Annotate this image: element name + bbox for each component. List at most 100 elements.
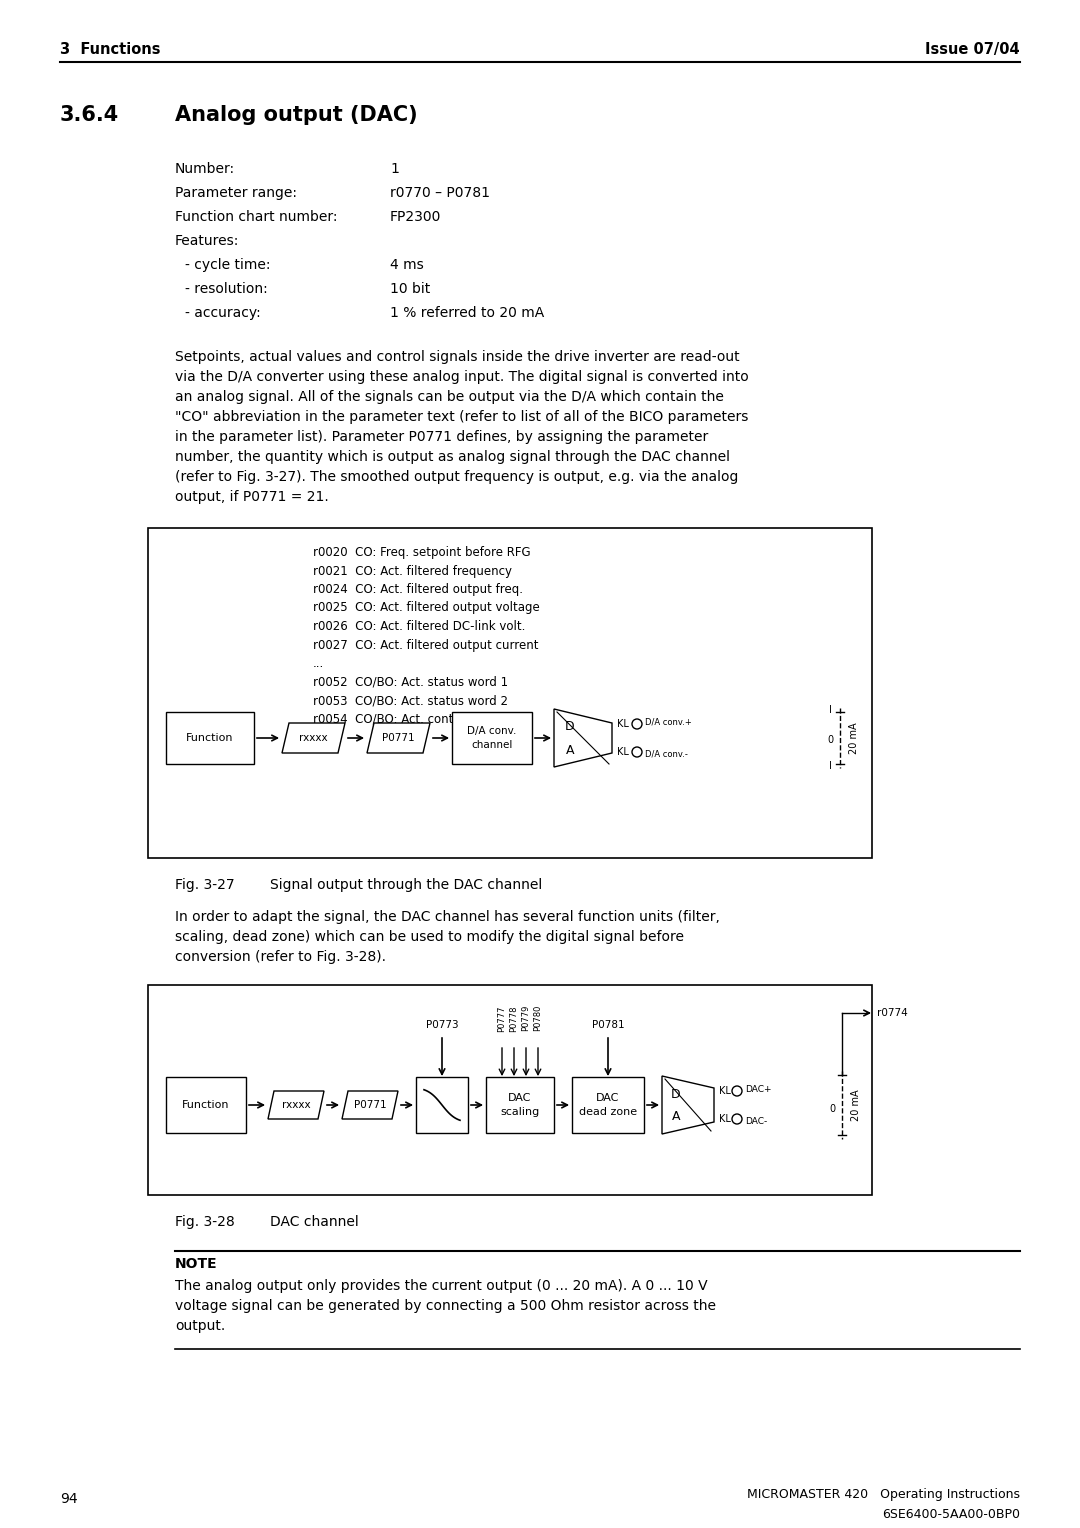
Text: (refer to Fig. 3-27). The smoothed output frequency is output, e.g. via the anal: (refer to Fig. 3-27). The smoothed outpu… [175, 471, 739, 484]
Text: P0781: P0781 [592, 1021, 624, 1030]
Text: conversion (refer to Fig. 3-28).: conversion (refer to Fig. 3-28). [175, 950, 386, 964]
Text: I: I [828, 761, 832, 772]
Text: 20 mA: 20 mA [851, 1089, 861, 1122]
Text: r0020  CO: Freq. setpoint before RFG: r0020 CO: Freq. setpoint before RFG [313, 545, 530, 559]
Text: voltage signal can be generated by connecting a 500 Ohm resistor across the: voltage signal can be generated by conne… [175, 1299, 716, 1313]
Text: 6SE6400-5AA00-0BP0: 6SE6400-5AA00-0BP0 [882, 1508, 1020, 1520]
Text: 0: 0 [827, 735, 833, 746]
Text: r0025  CO: Act. filtered output voltage: r0025 CO: Act. filtered output voltage [313, 602, 540, 614]
Polygon shape [268, 1091, 324, 1118]
Text: 20 mA: 20 mA [849, 723, 859, 753]
Text: Setpoints, actual values and control signals inside the drive inverter are read-: Setpoints, actual values and control sig… [175, 350, 740, 364]
Text: - resolution:: - resolution: [185, 283, 268, 296]
Polygon shape [554, 709, 612, 767]
Text: D: D [671, 1088, 680, 1100]
Circle shape [732, 1114, 742, 1125]
Text: ...: ... [313, 657, 324, 669]
Text: 94: 94 [60, 1491, 78, 1507]
Text: r0021  CO: Act. filtered frequency: r0021 CO: Act. filtered frequency [313, 564, 512, 578]
Bar [166, 712, 254, 764]
Text: - accuracy:: - accuracy: [185, 306, 260, 319]
Text: "CO" abbreviation in the parameter text (refer to list of all of the BICO parame: "CO" abbreviation in the parameter text … [175, 410, 748, 423]
Text: DAC
scaling: DAC scaling [500, 1094, 540, 1117]
Bar [486, 1077, 554, 1132]
Text: P0773: P0773 [426, 1021, 458, 1030]
Text: rxxxx: rxxxx [282, 1100, 310, 1109]
Text: in the parameter list). Parameter P0771 defines, by assigning the parameter: in the parameter list). Parameter P0771 … [175, 429, 708, 445]
Text: r0024  CO: Act. filtered output freq.: r0024 CO: Act. filtered output freq. [313, 584, 523, 596]
Text: Function: Function [183, 1100, 230, 1109]
Text: A: A [672, 1109, 680, 1123]
Text: 0: 0 [829, 1105, 835, 1114]
Bar [572, 1077, 644, 1132]
Text: MICROMASTER 420   Operating Instructions: MICROMASTER 420 Operating Instructions [747, 1488, 1020, 1500]
Bar [166, 1077, 246, 1132]
Text: The analog output only provides the current output (0 ... 20 mA). A 0 ... 10 V: The analog output only provides the curr… [175, 1279, 707, 1293]
Text: r0026  CO: Act. filtered DC-link volt.: r0026 CO: Act. filtered DC-link volt. [313, 620, 525, 633]
Text: DAC channel: DAC channel [270, 1215, 359, 1229]
Text: r0770 – P0781: r0770 – P0781 [390, 186, 490, 200]
Bar [148, 529, 872, 859]
Text: A: A [566, 744, 575, 756]
Circle shape [632, 747, 642, 756]
Text: Number:: Number: [175, 162, 235, 176]
Text: Function chart number:: Function chart number: [175, 209, 337, 225]
Text: Analog output (DAC): Analog output (DAC) [175, 105, 418, 125]
Text: KL: KL [719, 1086, 731, 1096]
Text: number, the quantity which is output as analog signal through the DAC channel: number, the quantity which is output as … [175, 451, 730, 465]
Text: P0779: P0779 [522, 1005, 530, 1031]
Text: r0053  CO/BO: Act. status word 2: r0053 CO/BO: Act. status word 2 [313, 694, 508, 707]
Circle shape [632, 720, 642, 729]
Text: D/A conv.+: D/A conv.+ [645, 718, 692, 726]
Text: 1: 1 [390, 162, 399, 176]
Text: Fig. 3-28: Fig. 3-28 [175, 1215, 234, 1229]
Text: P0771: P0771 [382, 733, 415, 743]
Text: - cycle time:: - cycle time: [185, 258, 270, 272]
Text: 3.6.4: 3.6.4 [60, 105, 119, 125]
Polygon shape [282, 723, 345, 753]
Circle shape [732, 1086, 742, 1096]
Text: D: D [565, 720, 575, 732]
Text: FP2300: FP2300 [390, 209, 442, 225]
Text: P0777: P0777 [498, 1005, 507, 1031]
Text: KL: KL [617, 720, 629, 729]
Text: 1 % referred to 20 mA: 1 % referred to 20 mA [390, 306, 544, 319]
Text: NOTE: NOTE [175, 1258, 218, 1271]
Text: output, if P0771 = 21.: output, if P0771 = 21. [175, 490, 328, 504]
Text: 10 bit: 10 bit [390, 283, 430, 296]
Text: via the D/A converter using these analog input. The digital signal is converted : via the D/A converter using these analog… [175, 370, 748, 384]
Text: rxxxx: rxxxx [299, 733, 328, 743]
Text: 4 ms: 4 ms [390, 258, 423, 272]
Text: DAC
dead zone: DAC dead zone [579, 1094, 637, 1117]
Text: P0780: P0780 [534, 1005, 542, 1031]
Text: DAC-: DAC- [745, 1117, 767, 1126]
Text: D/A conv.-: D/A conv.- [645, 750, 688, 758]
Bar [453, 712, 532, 764]
Text: In order to adapt the signal, the DAC channel has several function units (filter: In order to adapt the signal, the DAC ch… [175, 911, 720, 924]
Text: r0052  CO/BO: Act. status word 1: r0052 CO/BO: Act. status word 1 [313, 675, 508, 689]
Text: scaling, dead zone) which can be used to modify the digital signal before: scaling, dead zone) which can be used to… [175, 931, 684, 944]
Text: Signal output through the DAC channel: Signal output through the DAC channel [270, 879, 542, 892]
Bar [148, 986, 872, 1195]
Text: P0771: P0771 [353, 1100, 387, 1109]
Text: Function: Function [186, 733, 233, 743]
Polygon shape [662, 1076, 714, 1134]
Text: Fig. 3-27: Fig. 3-27 [175, 879, 234, 892]
Polygon shape [342, 1091, 399, 1118]
Text: Issue 07/04: Issue 07/04 [926, 41, 1020, 57]
Text: DAC+: DAC+ [745, 1085, 771, 1094]
Text: I: I [828, 704, 832, 715]
Text: P0778: P0778 [510, 1005, 518, 1031]
Text: 3  Functions: 3 Functions [60, 41, 161, 57]
Text: r0774: r0774 [877, 1008, 908, 1018]
Bar [416, 1077, 468, 1132]
Text: Parameter range:: Parameter range: [175, 186, 297, 200]
Text: output.: output. [175, 1319, 226, 1332]
Polygon shape [367, 723, 430, 753]
Text: D/A conv.
channel: D/A conv. channel [468, 726, 516, 750]
Text: Features:: Features: [175, 234, 240, 248]
Text: KL: KL [719, 1114, 731, 1125]
Text: r0027  CO: Act. filtered output current: r0027 CO: Act. filtered output current [313, 639, 539, 651]
Text: an analog signal. All of the signals can be output via the D/A which contain the: an analog signal. All of the signals can… [175, 390, 724, 403]
Text: ...: ... [313, 730, 324, 744]
